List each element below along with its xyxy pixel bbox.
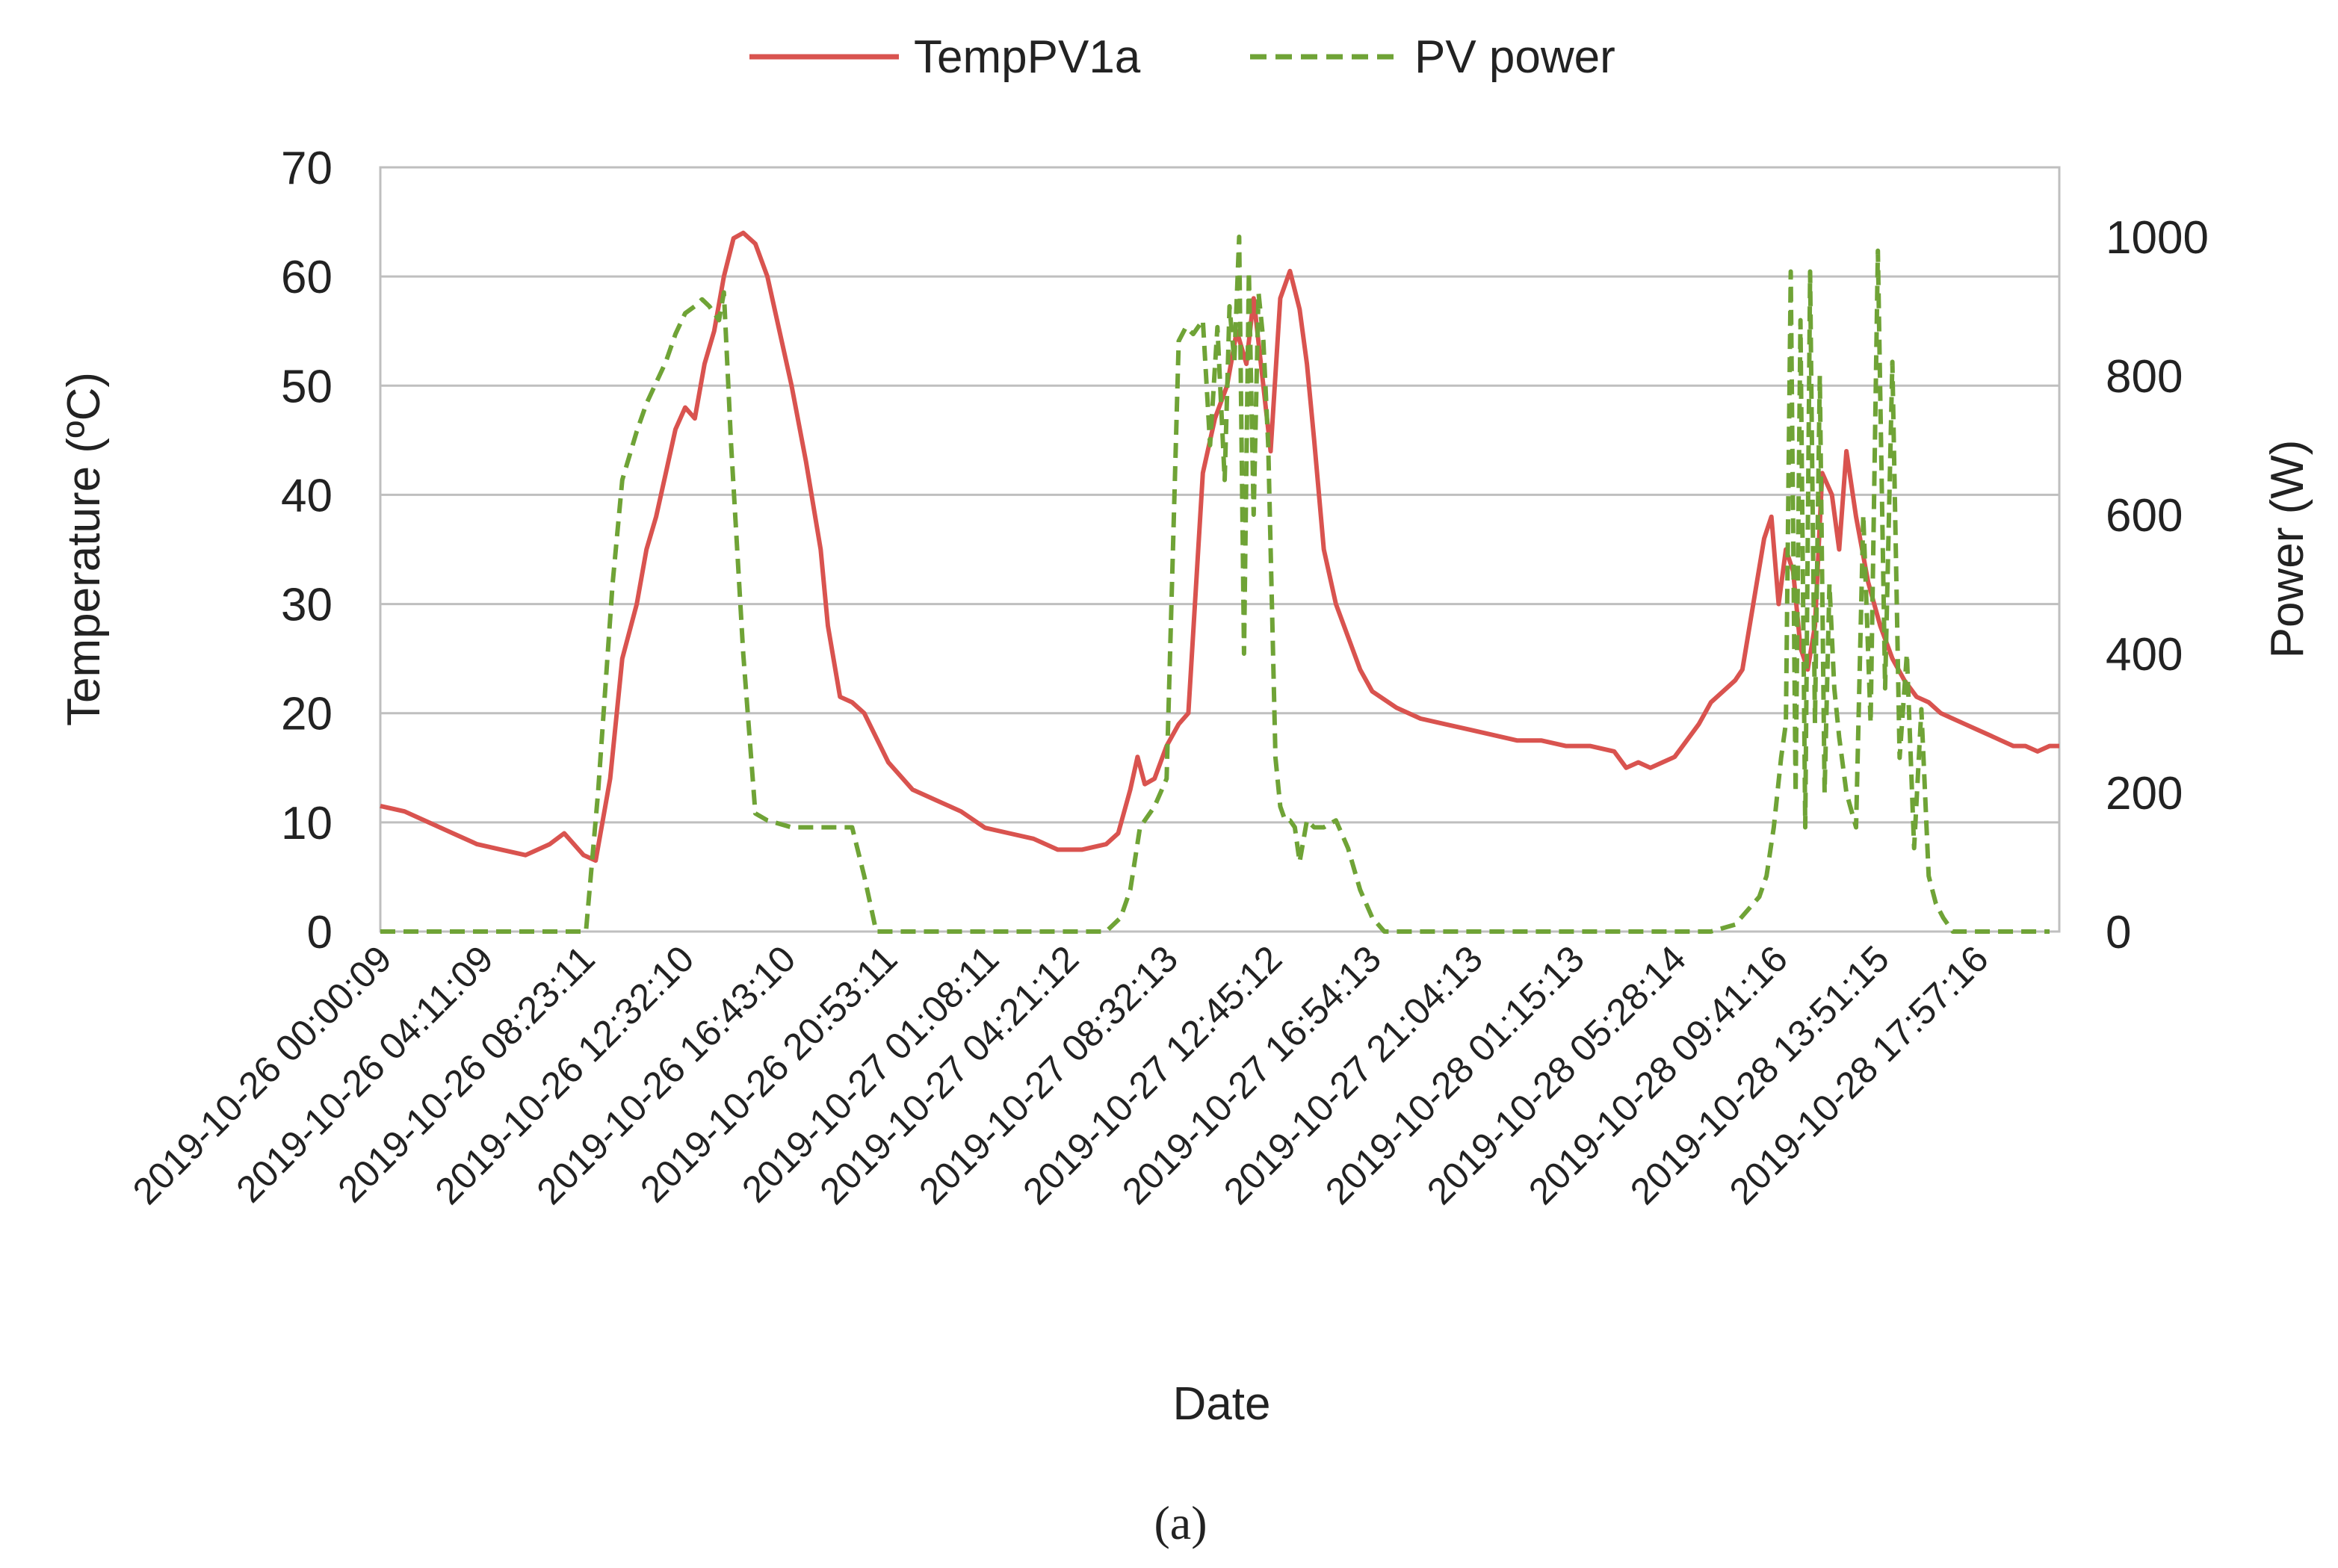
- y2-tick-label: 1000: [2106, 212, 2209, 264]
- temperature-axis: 0 10 20 30 40 50 60 70: [281, 143, 333, 958]
- series-line-temppv1a: [380, 230, 2059, 863]
- y2-axis-title: Power (W): [2262, 440, 2313, 659]
- legend-label-pv: PV power: [1414, 31, 1615, 83]
- y-tick-label: 40: [281, 470, 333, 521]
- y2-tick-label: 200: [2106, 768, 2183, 819]
- y-tick-label: 30: [281, 580, 333, 631]
- y-tick-label: 70: [281, 143, 333, 194]
- y2-tick-label: 600: [2106, 490, 2183, 542]
- y-tick-label: 0: [307, 907, 333, 958]
- x-axis-title: Date: [1173, 1378, 1271, 1430]
- series-layer: [380, 230, 2059, 934]
- series-line-pv-power: [380, 235, 2050, 934]
- y2-tick-label: 800: [2106, 351, 2183, 403]
- power-axis: 0 200 400 600 800 1000: [2106, 212, 2209, 958]
- legend-label-temp: TempPV1a: [914, 31, 1141, 83]
- y-tick-label: 10: [281, 798, 333, 849]
- plot-frame: [379, 166, 2061, 933]
- y-axis-title: Temperature (ºC): [58, 372, 110, 726]
- y-tick-label: 50: [281, 361, 333, 412]
- figure-caption: (a): [1154, 1496, 1207, 1549]
- y2-tick-label: 0: [2106, 907, 2131, 958]
- legend: TempPV1a PV power: [749, 31, 1615, 83]
- y-tick-label: 20: [281, 689, 333, 740]
- y-tick-label: 60: [281, 252, 333, 303]
- y2-tick-label: 400: [2106, 629, 2183, 681]
